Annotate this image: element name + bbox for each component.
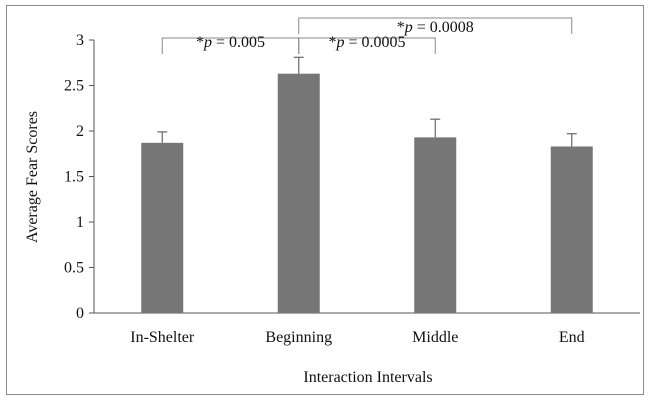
x-tick-label: In-Shelter: [130, 329, 195, 346]
error-bars: [157, 56, 577, 147]
y-tick-label: 2.5: [64, 78, 84, 95]
significance-label: *p = 0.0008: [397, 19, 474, 36]
significance-bracket: [298, 37, 436, 54]
axes: 0 0.5 1 1.5 2 2.5 3: [64, 32, 640, 322]
y-tick-label: 1.5: [64, 169, 84, 186]
bar: [141, 142, 184, 313]
x-tick-label: Beginning: [265, 329, 332, 346]
significance-brackets: *p = 0.005 *p = 0.0005*p = 0.0008: [161, 17, 573, 54]
x-tick-label: End: [559, 329, 585, 346]
y-tick-label: 1: [76, 214, 84, 231]
significance-bracket: [298, 17, 573, 34]
bar: [414, 137, 457, 313]
bar: [277, 73, 320, 313]
significance-label: *p = 0.0005: [328, 34, 405, 51]
chart-frame: [6, 5, 644, 395]
labels: In-Shelter Beginning Middle End: [130, 329, 584, 346]
y-tick-label: 3: [76, 32, 84, 49]
y-tick-label: 0: [76, 305, 84, 322]
y-tick-label: 0.5: [64, 260, 84, 277]
x-axis-title: Interaction Intervals: [303, 369, 432, 386]
bars: [141, 73, 593, 313]
y-axis-title: Average Fear Scores: [24, 111, 41, 243]
significance-label: *p = 0.005: [196, 34, 265, 51]
bar: [550, 146, 593, 313]
y-tick-label: 2: [76, 123, 84, 140]
x-tick-label: Middle: [412, 329, 458, 346]
